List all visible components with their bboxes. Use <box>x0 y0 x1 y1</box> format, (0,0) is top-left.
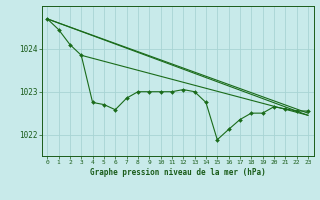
X-axis label: Graphe pression niveau de la mer (hPa): Graphe pression niveau de la mer (hPa) <box>90 168 266 177</box>
